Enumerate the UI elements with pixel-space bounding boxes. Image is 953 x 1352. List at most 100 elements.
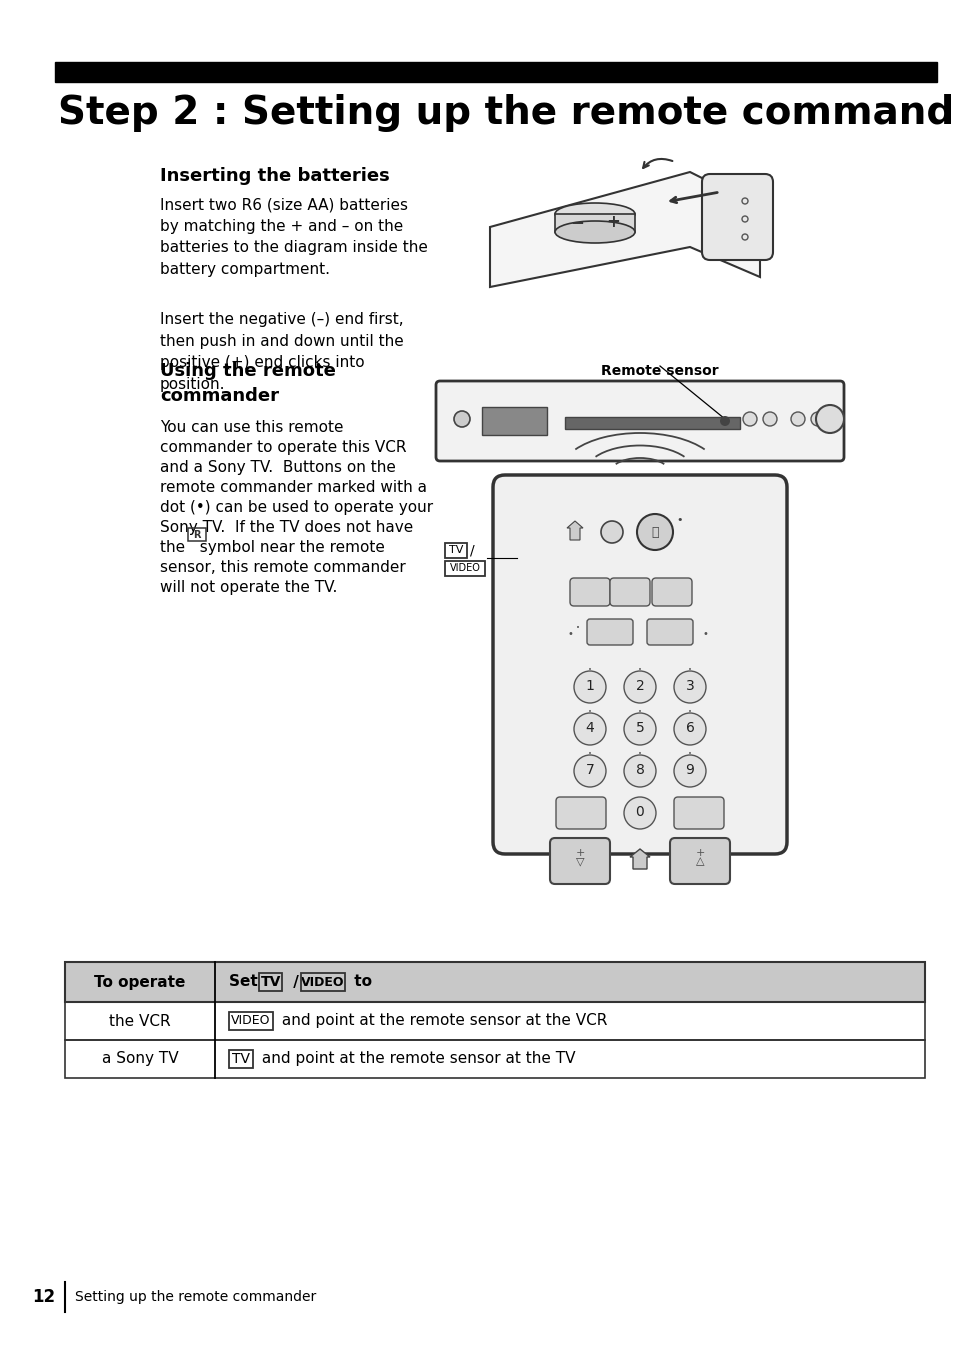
Text: R: R <box>193 530 200 539</box>
Text: 3: 3 <box>685 679 694 694</box>
Circle shape <box>790 412 804 426</box>
Text: •: • <box>638 750 641 757</box>
Text: •: • <box>587 667 592 673</box>
Circle shape <box>574 671 605 703</box>
Text: +: + <box>605 214 619 231</box>
Text: 6: 6 <box>685 721 694 735</box>
Text: a Sony TV: a Sony TV <box>102 1052 178 1067</box>
Text: •: • <box>676 515 682 525</box>
Text: and point at the remote sensor at the TV: and point at the remote sensor at the TV <box>256 1052 575 1067</box>
Text: will not operate the TV.: will not operate the TV. <box>160 580 337 595</box>
FancyArrow shape <box>566 521 582 539</box>
Text: and a Sony TV.  Buttons on the: and a Sony TV. Buttons on the <box>160 460 395 475</box>
FancyBboxPatch shape <box>673 796 723 829</box>
Text: •: • <box>687 667 691 673</box>
Text: TV: TV <box>448 545 463 556</box>
FancyBboxPatch shape <box>550 838 609 884</box>
Text: Sony TV.  If the TV does not have: Sony TV. If the TV does not have <box>160 521 413 535</box>
Text: Setting up the remote commander: Setting up the remote commander <box>75 1290 315 1303</box>
Circle shape <box>673 671 705 703</box>
Text: VIDEO: VIDEO <box>301 976 344 988</box>
Text: •: • <box>587 708 592 715</box>
Circle shape <box>623 713 656 745</box>
FancyBboxPatch shape <box>586 619 633 645</box>
Text: Remote sensor: Remote sensor <box>600 364 718 379</box>
Text: 5: 5 <box>635 721 643 735</box>
FancyBboxPatch shape <box>609 579 649 606</box>
Text: 2: 2 <box>635 679 643 694</box>
Bar <box>258 973 282 991</box>
Text: 7: 7 <box>585 763 594 777</box>
Text: +: + <box>575 848 584 859</box>
Circle shape <box>810 412 824 426</box>
Text: Using the remote
commander: Using the remote commander <box>160 362 335 406</box>
Text: •: • <box>587 750 592 757</box>
Text: ⏻: ⏻ <box>651 526 659 538</box>
Bar <box>301 973 345 991</box>
Bar <box>444 561 484 576</box>
Bar <box>55 62 936 82</box>
Bar <box>229 1051 253 1068</box>
Circle shape <box>454 411 470 427</box>
FancyBboxPatch shape <box>569 579 609 606</box>
Circle shape <box>623 796 656 829</box>
Text: •: • <box>566 629 573 639</box>
Text: /: / <box>469 544 474 557</box>
Circle shape <box>762 412 776 426</box>
Text: To operate: To operate <box>94 975 186 990</box>
Circle shape <box>600 521 622 544</box>
Circle shape <box>574 713 605 745</box>
Text: the   symbol near the remote: the symbol near the remote <box>160 539 384 556</box>
Circle shape <box>574 754 605 787</box>
Bar <box>444 544 467 558</box>
Text: commander to operate this VCR: commander to operate this VCR <box>160 439 406 456</box>
FancyBboxPatch shape <box>646 619 692 645</box>
FancyBboxPatch shape <box>651 579 691 606</box>
Text: 4: 4 <box>585 721 594 735</box>
Text: 1: 1 <box>585 679 594 694</box>
Bar <box>481 407 546 435</box>
Ellipse shape <box>555 220 635 243</box>
FancyBboxPatch shape <box>556 796 605 829</box>
Text: 12: 12 <box>31 1288 55 1306</box>
Text: sensor, this remote commander: sensor, this remote commander <box>160 560 405 575</box>
Bar <box>188 529 206 541</box>
Text: dot (•) can be used to operate your: dot (•) can be used to operate your <box>160 500 433 515</box>
Text: the VCR: the VCR <box>109 1014 171 1029</box>
Text: VIDEO: VIDEO <box>449 562 480 573</box>
FancyArrow shape <box>629 849 649 869</box>
Bar <box>564 416 740 429</box>
Text: •: • <box>687 708 691 715</box>
Text: •: • <box>576 625 579 631</box>
Circle shape <box>720 416 729 426</box>
Text: Step 2 : Setting up the remote commander: Step 2 : Setting up the remote commander <box>58 95 953 132</box>
Text: VIDEO: VIDEO <box>231 1014 271 1028</box>
Text: Set: Set <box>229 975 263 990</box>
Text: •: • <box>701 629 707 639</box>
Circle shape <box>673 754 705 787</box>
Ellipse shape <box>555 203 635 224</box>
Text: 9: 9 <box>685 763 694 777</box>
Bar <box>65 1002 924 1040</box>
FancyBboxPatch shape <box>436 381 843 461</box>
Text: •: • <box>687 750 691 757</box>
Text: Insert two R6 (size AA) batteries
by matching the + and – on the
batteries to th: Insert two R6 (size AA) batteries by mat… <box>160 197 428 277</box>
Text: •: • <box>638 667 641 673</box>
Text: +: + <box>695 848 704 859</box>
Circle shape <box>815 406 843 433</box>
Circle shape <box>623 754 656 787</box>
Circle shape <box>623 671 656 703</box>
Bar <box>65 963 924 1002</box>
Text: TV: TV <box>260 975 281 990</box>
Circle shape <box>742 412 757 426</box>
Text: You can use this remote: You can use this remote <box>160 420 343 435</box>
Text: •: • <box>638 708 641 715</box>
Text: −: − <box>570 214 583 231</box>
Text: TV: TV <box>232 1052 250 1065</box>
Bar <box>229 1013 273 1030</box>
Bar <box>65 1040 924 1078</box>
Text: remote commander marked with a: remote commander marked with a <box>160 480 427 495</box>
FancyBboxPatch shape <box>701 174 772 260</box>
Text: ▽: ▽ <box>576 856 583 867</box>
Bar <box>555 214 635 233</box>
